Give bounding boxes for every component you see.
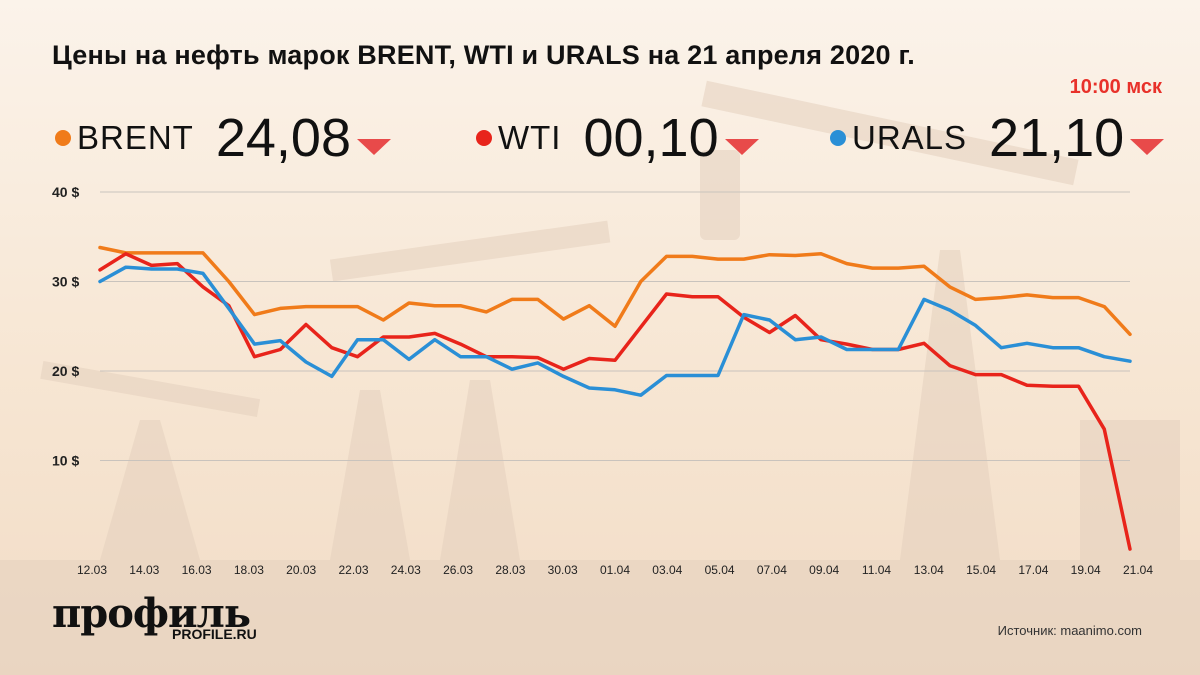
down-triangle-icon xyxy=(1130,139,1165,155)
x-tick-label: 03.04 xyxy=(652,563,682,577)
y-tick-label: 40 $ xyxy=(52,184,79,200)
x-tick-label: 19.04 xyxy=(1071,563,1101,577)
x-tick-label: 26.03 xyxy=(443,563,473,577)
down-triangle-icon xyxy=(724,139,759,155)
x-tick-label: 30.03 xyxy=(548,563,578,577)
x-tick-label: 21.04 xyxy=(1123,563,1153,577)
quote-name: BRENT xyxy=(77,119,194,156)
quote-value: 21,10 xyxy=(989,108,1125,168)
x-tick-label: 11.04 xyxy=(862,563,891,577)
x-tick-label: 13.04 xyxy=(914,563,944,577)
wti-dot-icon xyxy=(476,130,492,146)
profile-site: PROFILE.RU xyxy=(172,626,257,642)
quote-name: URALS xyxy=(852,119,968,156)
quote-value: 00,10 xyxy=(583,108,719,168)
x-tick-label: 16.03 xyxy=(182,563,212,577)
x-tick-label: 18.03 xyxy=(234,563,264,577)
down-triangle-icon xyxy=(356,139,391,155)
series-line-urals xyxy=(98,265,1132,397)
x-tick-label: 05.04 xyxy=(705,563,735,577)
y-tick-label: 10 $ xyxy=(52,453,79,469)
x-tick-label: 17.04 xyxy=(1018,563,1048,577)
y-tick-label: 20 $ xyxy=(52,363,79,379)
x-tick-label: 28.03 xyxy=(495,563,525,577)
y-tick-label: 30 $ xyxy=(52,274,79,290)
quote-value: 24,08 xyxy=(215,108,351,168)
quote-name: WTI xyxy=(498,119,562,156)
x-tick-label: 14.03 xyxy=(129,563,159,577)
chart-title: Цены на нефть марок BRENT, WTI и URALS н… xyxy=(52,40,915,70)
urals-dot-icon xyxy=(830,130,846,146)
quote-urals: URALS 21,10 xyxy=(830,108,1165,168)
x-tick-label: 24.03 xyxy=(391,563,421,577)
x-tick-label: 15.04 xyxy=(966,563,996,577)
x-tick-label: 01.04 xyxy=(600,563,630,577)
source-note: Источник: maanimo.com xyxy=(997,623,1142,638)
x-tick-label: 12.03 xyxy=(77,563,107,577)
series-line-brent xyxy=(98,245,1132,337)
timestamp: 10:00 мск xyxy=(1069,76,1162,98)
quote-wti: WTI 00,10 xyxy=(476,108,759,168)
x-tick-label: 22.03 xyxy=(338,563,368,577)
profile-logo: профиль xyxy=(52,590,251,637)
x-tick-label: 09.04 xyxy=(809,563,839,577)
series-line-wti xyxy=(98,252,1132,551)
quote-brent: BRENT 24,08 xyxy=(55,108,391,168)
x-tick-label: 07.04 xyxy=(757,563,787,577)
x-tick-label: 20.03 xyxy=(286,563,316,577)
brent-dot-icon xyxy=(55,130,71,146)
